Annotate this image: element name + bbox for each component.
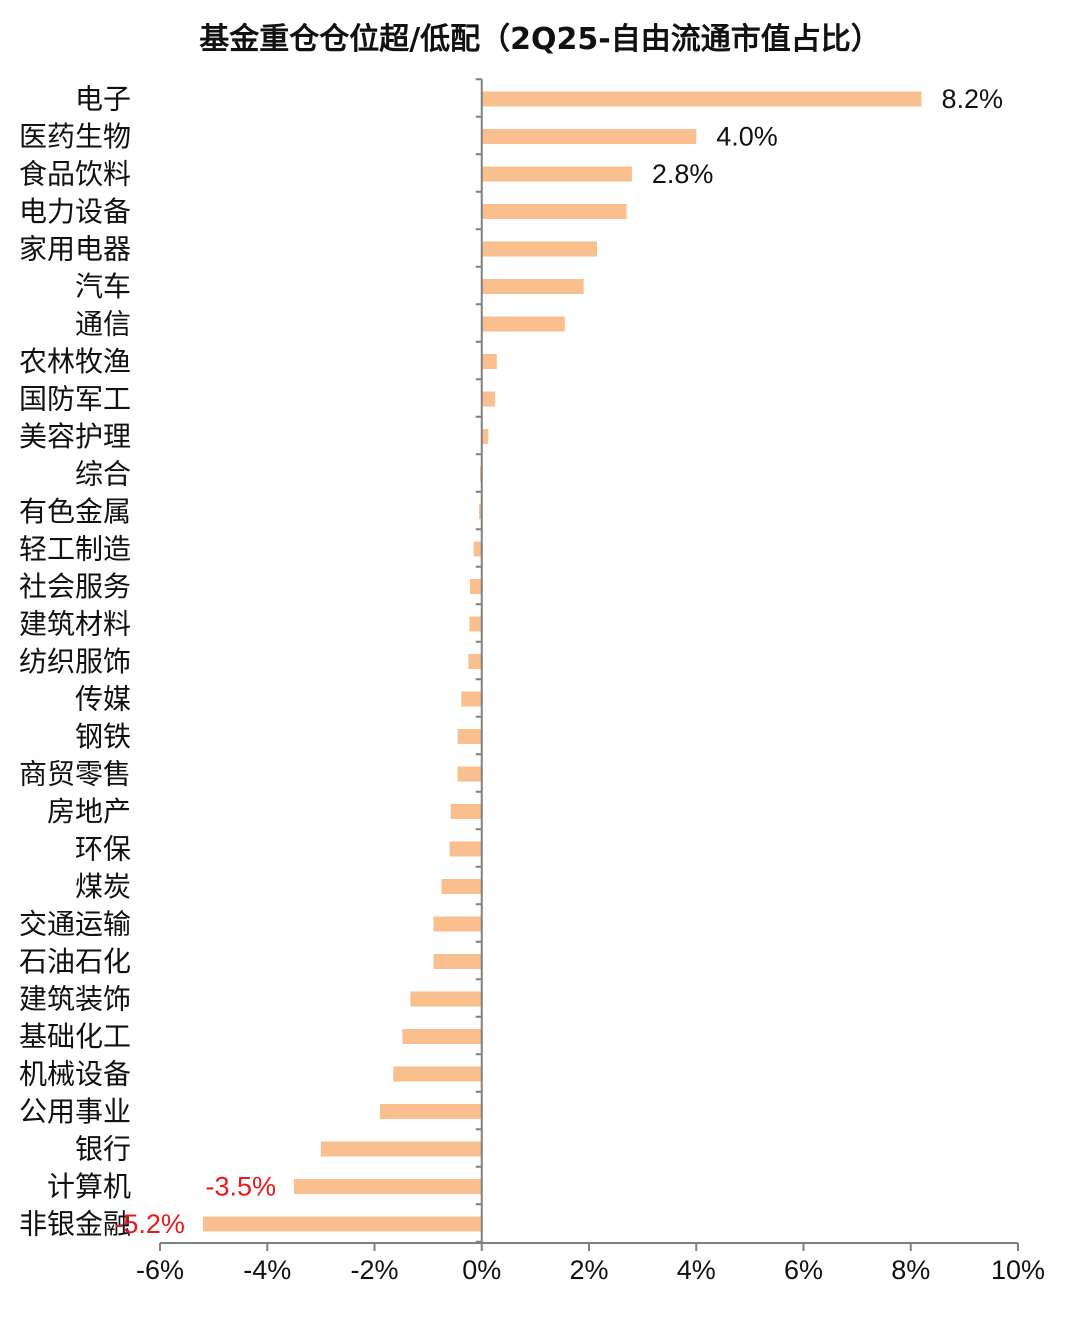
category-label: 综合 xyxy=(75,458,131,491)
category-label: 家用电器 xyxy=(19,233,131,266)
bar-24 xyxy=(410,991,482,1007)
data-label: 8.2% xyxy=(941,84,1003,114)
bar-30 xyxy=(202,1216,482,1232)
category-label: 机械设备 xyxy=(19,1058,131,1091)
bar-9 xyxy=(481,429,489,444)
category-label: 非银金融 xyxy=(19,1208,131,1241)
category-label: 轻工制造 xyxy=(19,533,131,566)
category-label: 计算机 xyxy=(47,1170,131,1203)
data-label: 4.0% xyxy=(716,122,778,152)
bars-group xyxy=(202,91,922,1232)
bar-18 xyxy=(457,766,482,782)
bar-28 xyxy=(320,1141,482,1157)
category-label: 汽车 xyxy=(75,270,131,303)
bar-21 xyxy=(441,879,482,894)
x-tick-label: 2% xyxy=(569,1255,608,1285)
category-label: 石油石化 xyxy=(19,945,131,978)
data-label: -5.2% xyxy=(114,1209,185,1239)
category-label: 银行 xyxy=(75,1133,131,1166)
category-label: 商贸零售 xyxy=(19,758,131,791)
category-label: 通信 xyxy=(75,308,131,341)
category-label: 食品饮料 xyxy=(19,158,131,191)
x-tick-label: 6% xyxy=(784,1255,823,1285)
bar-22 xyxy=(433,916,482,932)
category-label: 农林牧渔 xyxy=(19,345,131,378)
bar-19 xyxy=(450,804,482,819)
category-label: 有色金属 xyxy=(19,495,131,528)
bar-6 xyxy=(481,316,565,332)
chart-title: 基金重仓仓位超/低配（2Q25-自由流通市值占比） xyxy=(199,22,881,57)
category-label: 纺织服饰 xyxy=(19,645,131,678)
bar-11 xyxy=(479,504,482,519)
bar-4 xyxy=(481,241,598,257)
category-label: 美容护理 xyxy=(19,420,131,453)
category-label: 基础化工 xyxy=(19,1020,131,1053)
bar-8 xyxy=(481,391,496,407)
category-label: 医药生物 xyxy=(19,120,131,153)
data-label: 2.8% xyxy=(652,159,714,189)
bar-27 xyxy=(379,1104,482,1119)
x-tick-label: 0% xyxy=(462,1255,501,1285)
data-labels: 8.2% 4.0%2.8% -3.5% -5.2% xyxy=(114,84,1003,1239)
bar-14 xyxy=(469,616,482,632)
bar-20 xyxy=(449,841,482,857)
data-label: -3.5% xyxy=(206,1172,277,1202)
x-tick-label: 8% xyxy=(891,1255,930,1285)
bar-25 xyxy=(402,1029,482,1044)
category-label: 电子 xyxy=(75,83,131,116)
bar-29 xyxy=(294,1179,482,1194)
category-label: 房地产 xyxy=(47,795,131,828)
bar-5 xyxy=(481,279,584,294)
category-label: 电力设备 xyxy=(19,195,131,228)
category-label: 建筑材料 xyxy=(19,608,131,641)
category-label: 钢铁 xyxy=(75,720,131,753)
category-label: 社会服务 xyxy=(19,570,131,603)
axes-group: -6% -4% -2% 0% 2% 4% 6% 8% 10% xyxy=(136,78,1045,1285)
x-tick-label: 4% xyxy=(677,1255,716,1285)
x-tick-label: -6% xyxy=(136,1255,184,1285)
bar-0 xyxy=(481,91,922,107)
bar-15 xyxy=(468,654,482,669)
bar-17 xyxy=(457,729,482,744)
bar-7 xyxy=(481,354,497,369)
bar-2 xyxy=(481,166,632,182)
category-label: 国防军工 xyxy=(19,383,131,416)
x-tick-label: -4% xyxy=(243,1255,291,1285)
bar-12 xyxy=(473,541,482,557)
bar-16 xyxy=(461,691,482,707)
x-tick-label: 10% xyxy=(991,1255,1045,1285)
x-tick-label: -2% xyxy=(350,1255,398,1285)
category-label: 煤炭 xyxy=(75,870,131,903)
category-labels: 电子医药生物食品饮料电力设备家用电器汽车通信农林牧渔国防军工美容护理综合有色金属… xyxy=(19,83,131,1241)
category-label: 建筑装饰 xyxy=(19,983,131,1016)
bar-13 xyxy=(469,579,482,594)
category-label: 环保 xyxy=(75,833,131,866)
bar-3 xyxy=(481,204,627,219)
bar-1 xyxy=(481,129,697,144)
category-label: 交通运输 xyxy=(19,908,131,941)
bar-23 xyxy=(433,954,482,969)
category-label: 传媒 xyxy=(75,683,131,716)
bar-26 xyxy=(393,1066,482,1082)
category-label: 公用事业 xyxy=(19,1095,131,1128)
